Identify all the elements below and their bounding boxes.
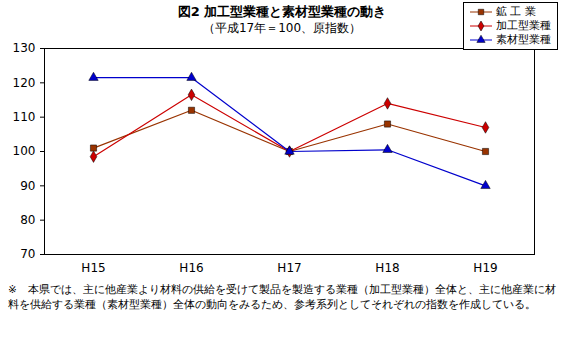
svg-text:120: 120	[13, 76, 36, 90]
html-text:※ 本県では、主に他産業より材料の供給を受けて製品を製造する: ※ 本県では、主に他産業より材料の供給を受けて製品を製造する業種（加工型業種）全…	[8, 283, 556, 310]
svg-text:110: 110	[13, 110, 36, 124]
html-text:図2 加工型業種と素材型業種の動き: 図2 加工型業種と素材型業種の動き	[177, 4, 387, 19]
svg-text:80: 80	[20, 213, 35, 227]
html-text:加工型業種: 加工型業種	[496, 19, 551, 32]
svg-text:H18: H18	[375, 261, 399, 275]
svg-text:H16: H16	[179, 261, 203, 275]
svg-text:70: 70	[20, 247, 35, 261]
svg-text:H19: H19	[473, 261, 497, 275]
svg-text:130: 130	[13, 41, 36, 55]
svg-text:100: 100	[13, 144, 36, 158]
html-text:（平成17年＝100、原指数）: （平成17年＝100、原指数）	[202, 21, 362, 35]
svg-text:H15: H15	[81, 261, 105, 275]
html-text:鉱 工 業: 鉱 工 業	[496, 5, 536, 18]
html-text:素材型業種: 素材型業種	[496, 33, 551, 46]
svg-text:90: 90	[20, 179, 35, 193]
svg-text:H17: H17	[277, 261, 301, 275]
